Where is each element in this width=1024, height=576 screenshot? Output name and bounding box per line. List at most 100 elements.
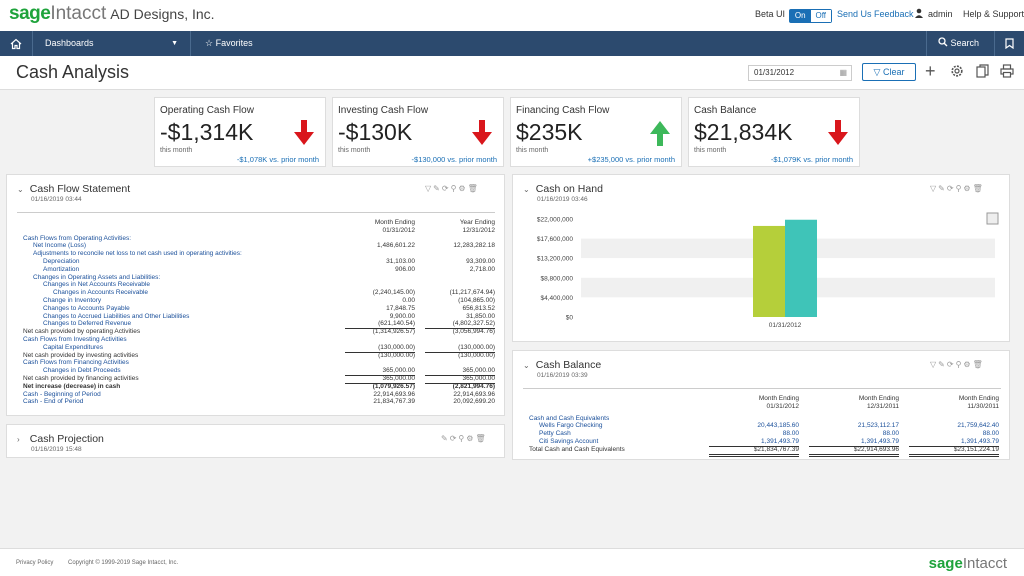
cash-flow-table: Month Ending Year Ending 01/31/2012 12/3… — [23, 219, 495, 406]
chart-menu-icon[interactable] — [986, 212, 999, 225]
clear-filter-button[interactable]: ▽ Clear — [862, 63, 916, 81]
gear-icon[interactable]: ⚙ — [466, 434, 476, 443]
refresh-icon[interactable]: ⟳ — [449, 434, 459, 443]
divider — [17, 212, 495, 213]
row-label[interactable]: Amortization — [43, 265, 80, 273]
trash-icon[interactable]: 🗑 — [475, 434, 488, 443]
refresh-icon[interactable]: ⟳ — [441, 184, 451, 193]
y-tick-label: $17,600,000 — [537, 236, 574, 243]
bookmark-icon — [1005, 38, 1014, 50]
sage-intacct-logo[interactable]: sageIntacct AD Designs, Inc. — [9, 3, 215, 25]
user-menu[interactable]: admin — [928, 9, 953, 19]
cell-value: 88.00 — [882, 430, 899, 438]
gear-icon[interactable]: ⚙ — [963, 360, 973, 369]
row-label[interactable]: Changes in Operating Assets and Liabilit… — [33, 273, 161, 281]
as-of-date-input[interactable]: 01/31/2012 ▦ — [748, 65, 852, 81]
row-label[interactable]: Citi Savings Account — [539, 437, 599, 445]
kpi-card-cash-balance[interactable]: Cash Balance $21,834K this month -$1,079… — [688, 97, 860, 167]
row-label: Net cash provided by operating Activitie… — [23, 328, 141, 336]
bookmark-button[interactable] — [994, 31, 1024, 56]
row-label[interactable]: Changes to Accounts Payable — [43, 304, 130, 312]
row-label[interactable]: Depreciation — [43, 257, 80, 265]
row-label[interactable]: Changes in Net Accounts Receivable — [43, 281, 150, 289]
kpi-card-investing-cash-flow[interactable]: Investing Cash Flow -$130K this month -$… — [332, 97, 504, 167]
trash-icon[interactable]: 🗑 — [972, 360, 985, 369]
filter-icon[interactable]: ▽ — [930, 184, 939, 193]
card-header[interactable]: ⌄ Cash Balance — [523, 359, 601, 371]
print-icon[interactable] — [1000, 64, 1014, 81]
row-label[interactable]: Cash Flows from Financing Activities — [23, 359, 129, 367]
kpi-value: $235K — [516, 119, 583, 145]
favorites-menu[interactable]: ☆ Favorites — [190, 31, 270, 56]
chevron-right-icon[interactable]: › — [17, 435, 20, 444]
row-label[interactable]: Net Income (Loss) — [33, 242, 87, 250]
table-header: 01/31/2012 12/31/2011 11/30/2011 — [529, 403, 999, 411]
dashboards-menu[interactable]: Dashboards ▼ — [32, 31, 190, 56]
beta-ui-toggle[interactable]: On Off — [789, 9, 832, 23]
row-label[interactable]: Changes to Deferred Revenue — [43, 320, 132, 328]
cash-flow-statement-card: ⌄ Cash Flow Statement 01/16/2019 03:44 ▽… — [6, 174, 505, 416]
filter-icon[interactable]: ▽ — [425, 184, 434, 193]
chart-bar[interactable] — [753, 225, 785, 317]
filter-icon[interactable]: ▽ — [930, 360, 939, 369]
gear-icon[interactable] — [950, 64, 964, 81]
cell-month: 22,914,693.96 — [373, 390, 415, 398]
kpi-card-operating-cash-flow[interactable]: Operating Cash Flow -$1,314K this month … — [154, 97, 326, 167]
chevron-down-icon[interactable]: ⌄ — [17, 185, 24, 194]
table-header: 01/31/2012 12/31/2012 — [23, 227, 495, 235]
toggle-off[interactable]: Off — [810, 10, 831, 22]
search-icon[interactable]: ⚲ — [955, 184, 964, 193]
add-icon[interactable]: + — [925, 61, 936, 81]
kpi-card-financing-cash-flow[interactable]: Financing Cash Flow $235K this month +$2… — [510, 97, 682, 167]
cash-projection-card: › Cash Projection 01/16/2019 15:48 ✎⟳⚲⚙🗑 — [6, 424, 505, 458]
kpi-label: Operating Cash Flow — [160, 105, 254, 116]
row-label[interactable]: Change in Inventory — [43, 296, 102, 304]
trash-icon[interactable]: 🗑 — [467, 184, 480, 193]
edit-icon[interactable]: ✎ — [938, 184, 947, 193]
table-row: Changes in Debt Proceeds 365,000.00 365,00… — [23, 367, 495, 376]
edit-icon[interactable]: ✎ — [433, 184, 442, 193]
search-icon[interactable]: ⚲ — [450, 184, 459, 193]
row-label[interactable]: Cash Flows from Operating Activities: — [23, 234, 132, 242]
gear-icon[interactable]: ⚙ — [963, 184, 973, 193]
home-button[interactable] — [0, 31, 32, 56]
row-label: Total Cash and Cash Equivalents — [529, 445, 625, 453]
row-label[interactable]: Changes in Debt Proceeds — [43, 367, 121, 375]
row-label[interactable]: Cash - End of Period — [23, 398, 84, 406]
copy-icon[interactable] — [976, 64, 989, 81]
privacy-policy-link[interactable]: Privacy Policy — [16, 560, 54, 566]
search-label: Search — [950, 38, 980, 48]
row-label[interactable]: Changes to Accrued Liabilities and Other… — [43, 312, 190, 320]
row-label[interactable]: Cash Flows from Investing Activities — [23, 335, 127, 343]
refresh-icon[interactable]: ⟳ — [946, 184, 956, 193]
row-label[interactable]: Changes in Accounts Receivable — [53, 289, 149, 297]
chart-bar[interactable] — [785, 219, 817, 317]
row-label[interactable]: Cash and Cash Equivalents — [529, 414, 610, 422]
row-label[interactable]: Capital Expenditures — [43, 343, 103, 351]
cell-value: 21,759,642.40 — [957, 422, 999, 430]
cell-year: 22,914,693.96 — [453, 390, 495, 398]
card-header[interactable]: › Cash Projection — [17, 433, 104, 445]
help-support-link[interactable]: Help & Support — [963, 9, 1024, 19]
card-header[interactable]: ⌄ Cash Flow Statement — [17, 183, 130, 195]
edit-icon[interactable]: ✎ — [938, 360, 947, 369]
row-label[interactable]: Petty Cash — [539, 430, 571, 438]
refresh-icon[interactable]: ⟳ — [946, 360, 956, 369]
toggle-on[interactable]: On — [790, 10, 811, 22]
chevron-down-icon[interactable]: ⌄ — [523, 361, 530, 370]
chevron-down-icon[interactable]: ⌄ — [523, 185, 530, 194]
edit-icon[interactable]: ✎ — [441, 434, 450, 443]
row-label[interactable]: Wells Fargo Checking — [539, 422, 603, 430]
card-header[interactable]: ⌄ Cash on Hand — [523, 183, 603, 195]
logo-sage: sage — [9, 3, 51, 24]
table-row: Cash Flows from Financing Activities — [23, 359, 495, 367]
search-button[interactable]: Search — [926, 31, 994, 56]
row-label[interactable]: Adjustments to reconcile net loss to net… — [33, 250, 242, 258]
send-feedback-link[interactable]: Send Us Feedback — [837, 9, 914, 19]
search-icon[interactable]: ⚲ — [458, 434, 467, 443]
calendar-icon[interactable]: ▦ — [839, 68, 847, 77]
trash-icon[interactable]: 🗑 — [972, 184, 985, 193]
gear-icon[interactable]: ⚙ — [458, 184, 468, 193]
row-label[interactable]: Cash - Beginning of Period — [23, 390, 101, 398]
search-icon[interactable]: ⚲ — [955, 360, 964, 369]
